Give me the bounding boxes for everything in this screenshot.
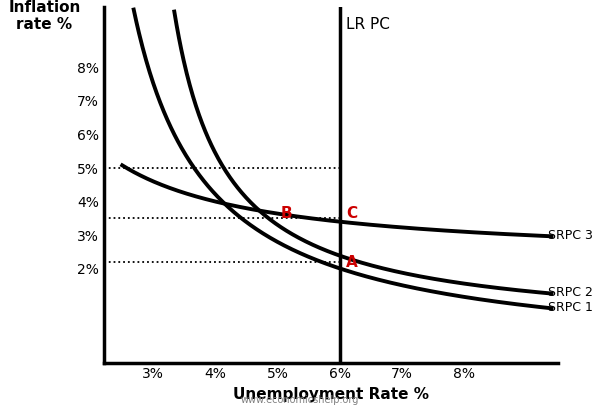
Y-axis label: Inflation
rate %: Inflation rate % (8, 0, 81, 32)
Text: LR PC: LR PC (346, 17, 390, 32)
Text: SRPC 2: SRPC 2 (548, 286, 593, 299)
Text: SRPC 3: SRPC 3 (548, 229, 593, 243)
Text: C: C (346, 207, 358, 221)
Text: www.economicshelp.org: www.economicshelp.org (241, 395, 359, 405)
Text: B: B (281, 207, 293, 221)
Text: SRPC 1: SRPC 1 (548, 301, 593, 314)
X-axis label: Unemployment Rate %: Unemployment Rate % (233, 387, 428, 402)
Text: A: A (346, 255, 358, 270)
